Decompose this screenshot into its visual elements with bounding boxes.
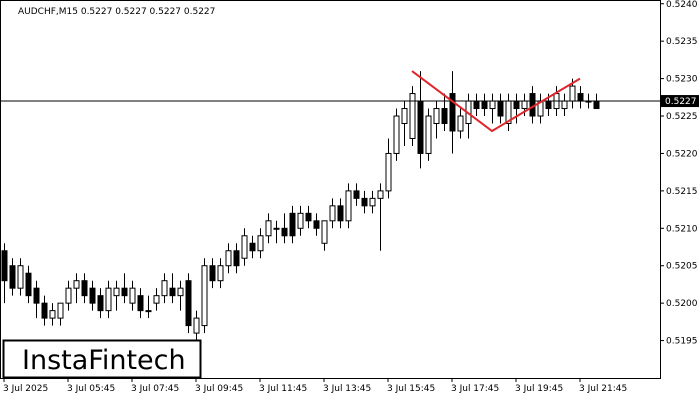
candle-body [137, 295, 144, 312]
candle-body [369, 197, 376, 207]
candle-body [385, 152, 392, 192]
x-tick-label: 3 Jul 15:45 [387, 384, 435, 394]
x-tick-label: 3 Jul 05:45 [67, 384, 115, 394]
candle-body [41, 302, 48, 319]
y-tick-label: 0.5235 [666, 37, 698, 47]
candle-body [489, 100, 496, 110]
x-tick-label: 3 Jul 09:45 [195, 384, 243, 394]
x-tick-label: 3 Jul 17:45 [451, 384, 499, 394]
candle-body [65, 287, 72, 304]
candle-body [201, 265, 208, 327]
candle-body [217, 265, 224, 282]
candle-body [121, 287, 128, 297]
candle-body [593, 100, 600, 110]
candle-body [97, 295, 104, 312]
candle-body [161, 280, 168, 297]
logo: InstaFintech [22, 345, 186, 376]
candle-body [321, 220, 328, 244]
candle-body [545, 100, 552, 110]
candle-body [441, 108, 448, 125]
candle-body [257, 235, 264, 252]
candle-body [289, 212, 296, 237]
candle-body [145, 310, 152, 313]
y-tick-label: 0.5230 [666, 75, 698, 85]
last-price-label: 0.5227 [665, 97, 697, 107]
y-tick-label: 0.5195 [666, 337, 698, 347]
candle-body [457, 115, 464, 132]
candle-body [481, 100, 488, 110]
logo-box [2, 339, 202, 379]
x-tick-label: 3 Jul 19:45 [515, 384, 563, 394]
candle-body [361, 197, 368, 207]
x-tick-label: 3 Jul 21:45 [579, 384, 627, 394]
candle-body [297, 212, 304, 229]
candle-body [89, 287, 96, 304]
candle-body [305, 212, 312, 222]
candle-body [25, 272, 32, 297]
candle-body [185, 280, 192, 327]
candle-body [409, 93, 416, 139]
candle-body [353, 190, 360, 199]
candle-body [73, 280, 80, 289]
candle-body [209, 265, 216, 282]
candle-body [177, 287, 184, 297]
candle-body [193, 317, 200, 334]
x-tick-label: 3 Jul 13:45 [323, 384, 371, 394]
candle-body [9, 265, 16, 289]
candle-body [513, 100, 520, 110]
y-tick-label: 0.5210 [666, 224, 698, 234]
candle-body [81, 280, 88, 297]
y-tick-label: 0.5200 [666, 299, 698, 309]
candle-body [337, 205, 344, 222]
pattern-line [411, 70, 581, 133]
candle-body [233, 250, 240, 267]
candle-body [433, 108, 440, 125]
y-tick-label: 0.5220 [666, 149, 698, 159]
candle-body [169, 287, 176, 297]
candle-body [153, 295, 160, 304]
candle-body [329, 205, 336, 222]
x-tick-label: 3 Jul 07:45 [131, 384, 179, 394]
y-tick-label: 0.5240 [666, 0, 698, 10]
candle-body [561, 100, 568, 110]
candle-body [273, 227, 280, 230]
candle-body [113, 287, 120, 297]
candle-body [425, 115, 432, 154]
candle-body [105, 287, 112, 312]
plot-frame [0, 0, 661, 379]
y-tick-label: 0.5225 [666, 112, 698, 122]
last-price-box [661, 95, 699, 108]
candle-body [49, 310, 56, 319]
candle-body [241, 235, 248, 259]
candle-body [249, 242, 256, 252]
y-tick-label: 0.5215 [666, 187, 698, 197]
candle-body [393, 115, 400, 154]
candle-body [417, 100, 424, 154]
candle-body [17, 265, 24, 289]
y-tick-label: 0.5205 [666, 262, 698, 272]
candle-body [281, 227, 288, 237]
candle-body [497, 100, 504, 117]
candle-body [33, 287, 40, 304]
candle-body [57, 302, 64, 319]
candle-body [1, 250, 8, 282]
candle-body [473, 100, 480, 110]
symbol-header: AUDCHF,M15 0.5227 0.5227 0.5227 0.5227 [18, 7, 215, 17]
candle-body [345, 190, 352, 222]
candle-body [377, 190, 384, 199]
candle-body [569, 85, 576, 102]
candle-body [521, 100, 528, 110]
candle-body [449, 93, 456, 132]
candle-body [313, 220, 320, 229]
candle-body [401, 108, 408, 125]
candle-body [577, 93, 584, 102]
candle-body [129, 287, 136, 304]
x-tick-label: 3 Jul 11:45 [259, 384, 307, 394]
candle-body [225, 250, 232, 267]
x-tick-label: 3 Jul 2025 [3, 384, 48, 394]
candle-body [265, 220, 272, 237]
